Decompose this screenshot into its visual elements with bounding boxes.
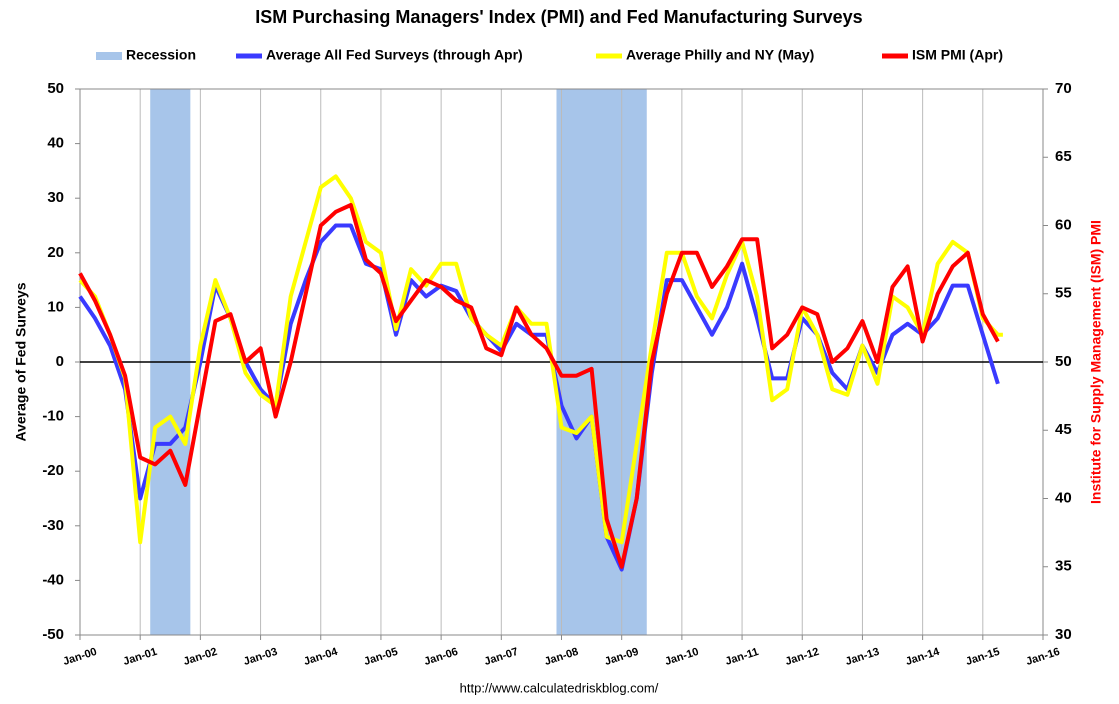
- legend-label: ISM PMI (Apr): [912, 47, 1003, 63]
- x-tick-label: Jan-11: [724, 646, 760, 668]
- source: http://www.calculatedriskblog.com/: [460, 680, 659, 695]
- y-tick-label: 0: [56, 353, 64, 370]
- x-tick-label: Jan-14: [904, 646, 942, 668]
- y2-tick-label: 45: [1055, 421, 1072, 438]
- y2-tick-label: 40: [1055, 489, 1072, 506]
- x-tick-label: Jan-10: [663, 646, 700, 668]
- chart-title: ISM Purchasing Managers' Index (PMI) and…: [255, 7, 862, 27]
- y-tick-label: -50: [42, 626, 64, 643]
- y-tick-label: 10: [47, 298, 64, 315]
- y2-tick-label: 50: [1055, 353, 1072, 370]
- series-line: [78, 223, 1000, 572]
- legend-label: Average All Fed Surveys (through Apr): [266, 47, 523, 63]
- y2-tick-label: 30: [1055, 626, 1072, 643]
- x-tick-label: Jan-15: [964, 646, 1001, 668]
- y-tick-label: 20: [47, 244, 64, 261]
- y2-tick-label: 55: [1055, 285, 1072, 302]
- x-tick-label: Jan-06: [423, 646, 460, 668]
- y2-tick-label: 70: [1055, 80, 1072, 97]
- x-tick-label: Jan-05: [362, 646, 399, 668]
- x-tick-label: Jan-07: [483, 646, 520, 668]
- y-tick-label: 50: [47, 80, 64, 97]
- series-line: [78, 174, 1003, 545]
- x-tick-label: Jan-00: [62, 646, 99, 668]
- legend-label: Recession: [126, 47, 196, 63]
- x-tick-label: Jan-04: [302, 646, 340, 668]
- x-tick-label: Jan-03: [242, 646, 279, 668]
- y-tick-label: -10: [42, 408, 64, 425]
- y-tick-label: 30: [47, 189, 64, 206]
- y-tick-label: -30: [42, 517, 64, 534]
- legend-label: Average Philly and NY (May): [626, 47, 814, 63]
- x-tick-label: Jan-01: [122, 646, 159, 668]
- y2-tick-label: 35: [1055, 558, 1072, 575]
- x-tick-label: Jan-02: [182, 646, 219, 668]
- x-tick-label: Jan-16: [1025, 646, 1062, 668]
- y2-axis-label: Institute for Supply Management (ISM) PM…: [1088, 220, 1104, 504]
- y2-tick-label: 60: [1055, 216, 1072, 233]
- x-tick-label: Jan-13: [844, 646, 881, 668]
- series-line: [78, 203, 1000, 569]
- y-tick-label: -40: [42, 571, 64, 588]
- y-tick-label: 40: [47, 135, 64, 152]
- x-tick-label: Jan-08: [543, 646, 580, 668]
- y-axis-label: Average of Fed Surveys: [13, 282, 29, 441]
- x-tick-label: Jan-09: [603, 646, 640, 668]
- y2-tick-label: 65: [1055, 148, 1072, 165]
- x-tick-label: Jan-12: [784, 646, 821, 668]
- y-tick-label: -20: [42, 462, 64, 479]
